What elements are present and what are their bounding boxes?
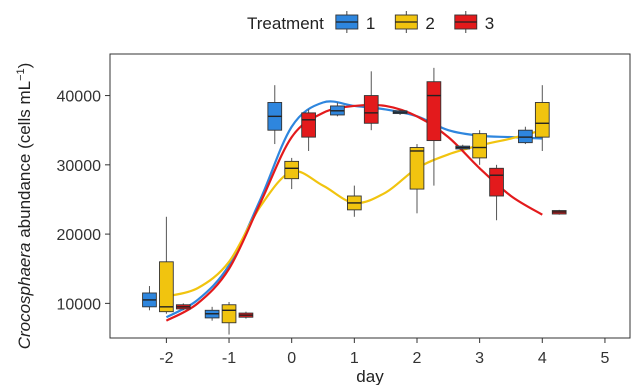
box (534, 102, 550, 138)
box (409, 147, 425, 190)
boxplot-series-2 (346, 185, 362, 217)
y-tick-label: 10000 (57, 296, 102, 313)
boxplot-series-2 (534, 85, 550, 151)
y-tick-label: 20000 (57, 227, 102, 244)
legend-key-3: 3 (454, 11, 494, 33)
trend-line-3 (165, 103, 543, 322)
boxplot-series-3 (426, 67, 442, 186)
boxplot-series-2 (409, 144, 425, 214)
box (284, 160, 300, 180)
y-tick-label: 40000 (57, 89, 102, 106)
y-axis-title-rest: abundance (cells mL (15, 81, 34, 243)
box (489, 167, 504, 197)
boxplot-series-2 (221, 301, 237, 335)
x-tick-label: -1 (222, 350, 236, 367)
box (426, 81, 442, 142)
boxplot-series-1 (455, 144, 471, 150)
box (301, 112, 316, 138)
boxplot-series-1 (267, 85, 283, 145)
boxplot-series-3 (175, 303, 191, 311)
box (363, 95, 379, 124)
legend-title: Treatment (247, 14, 324, 33)
x-tick-label: 0 (287, 350, 296, 367)
legend: Treatment 1 2 3 (247, 11, 494, 33)
y-tick-label: 30000 (57, 158, 102, 175)
legend-label-3: 3 (485, 14, 494, 33)
boxplot-series-1 (392, 109, 408, 115)
y-axis-title-exponent: −1 (15, 68, 27, 81)
boxplots (142, 67, 567, 335)
x-tick-label: 2 (413, 350, 422, 367)
legend-label-1: 1 (366, 14, 375, 33)
boxplot-series-3 (238, 311, 254, 319)
x-tick-label: -2 (159, 350, 173, 367)
y-axis-title-close: ) (15, 63, 34, 69)
boxplot-series-2 (159, 216, 174, 314)
boxplot-series-3 (301, 109, 316, 151)
x-tick-label: 3 (475, 350, 484, 367)
legend-label-2: 2 (425, 14, 434, 33)
boxplot-series-1 (142, 286, 157, 311)
x-axis-title: day (356, 367, 384, 385)
boxplot-series-2 (472, 130, 487, 165)
boxplot-series-1 (330, 102, 345, 117)
boxplot-series-3 (363, 71, 379, 131)
boxplot-series-3 (489, 164, 504, 221)
y-axis-title: Crocosphaera abundance (cells mL−1) (15, 63, 34, 350)
plot-panel (109, 53, 631, 339)
x-tick-label: 1 (350, 350, 359, 367)
x-tick-label: 5 (600, 350, 609, 367)
legend-key-2: 2 (394, 11, 435, 33)
box (221, 304, 237, 324)
boxplot-series-1 (518, 126, 533, 145)
axes: -2 -1 0 1 2 3 4 5 10000 20000 30000 40000 (57, 89, 610, 367)
box (159, 261, 174, 313)
box (472, 133, 487, 159)
boxplot-series-1 (204, 306, 220, 321)
boxplot-series-2 (284, 157, 300, 190)
x-tick-label: 4 (538, 350, 547, 367)
y-axis-title-species: Crocosphaera (15, 243, 34, 350)
boxplot-series-3 (551, 209, 567, 215)
legend-key-1: 1 (335, 11, 375, 33)
